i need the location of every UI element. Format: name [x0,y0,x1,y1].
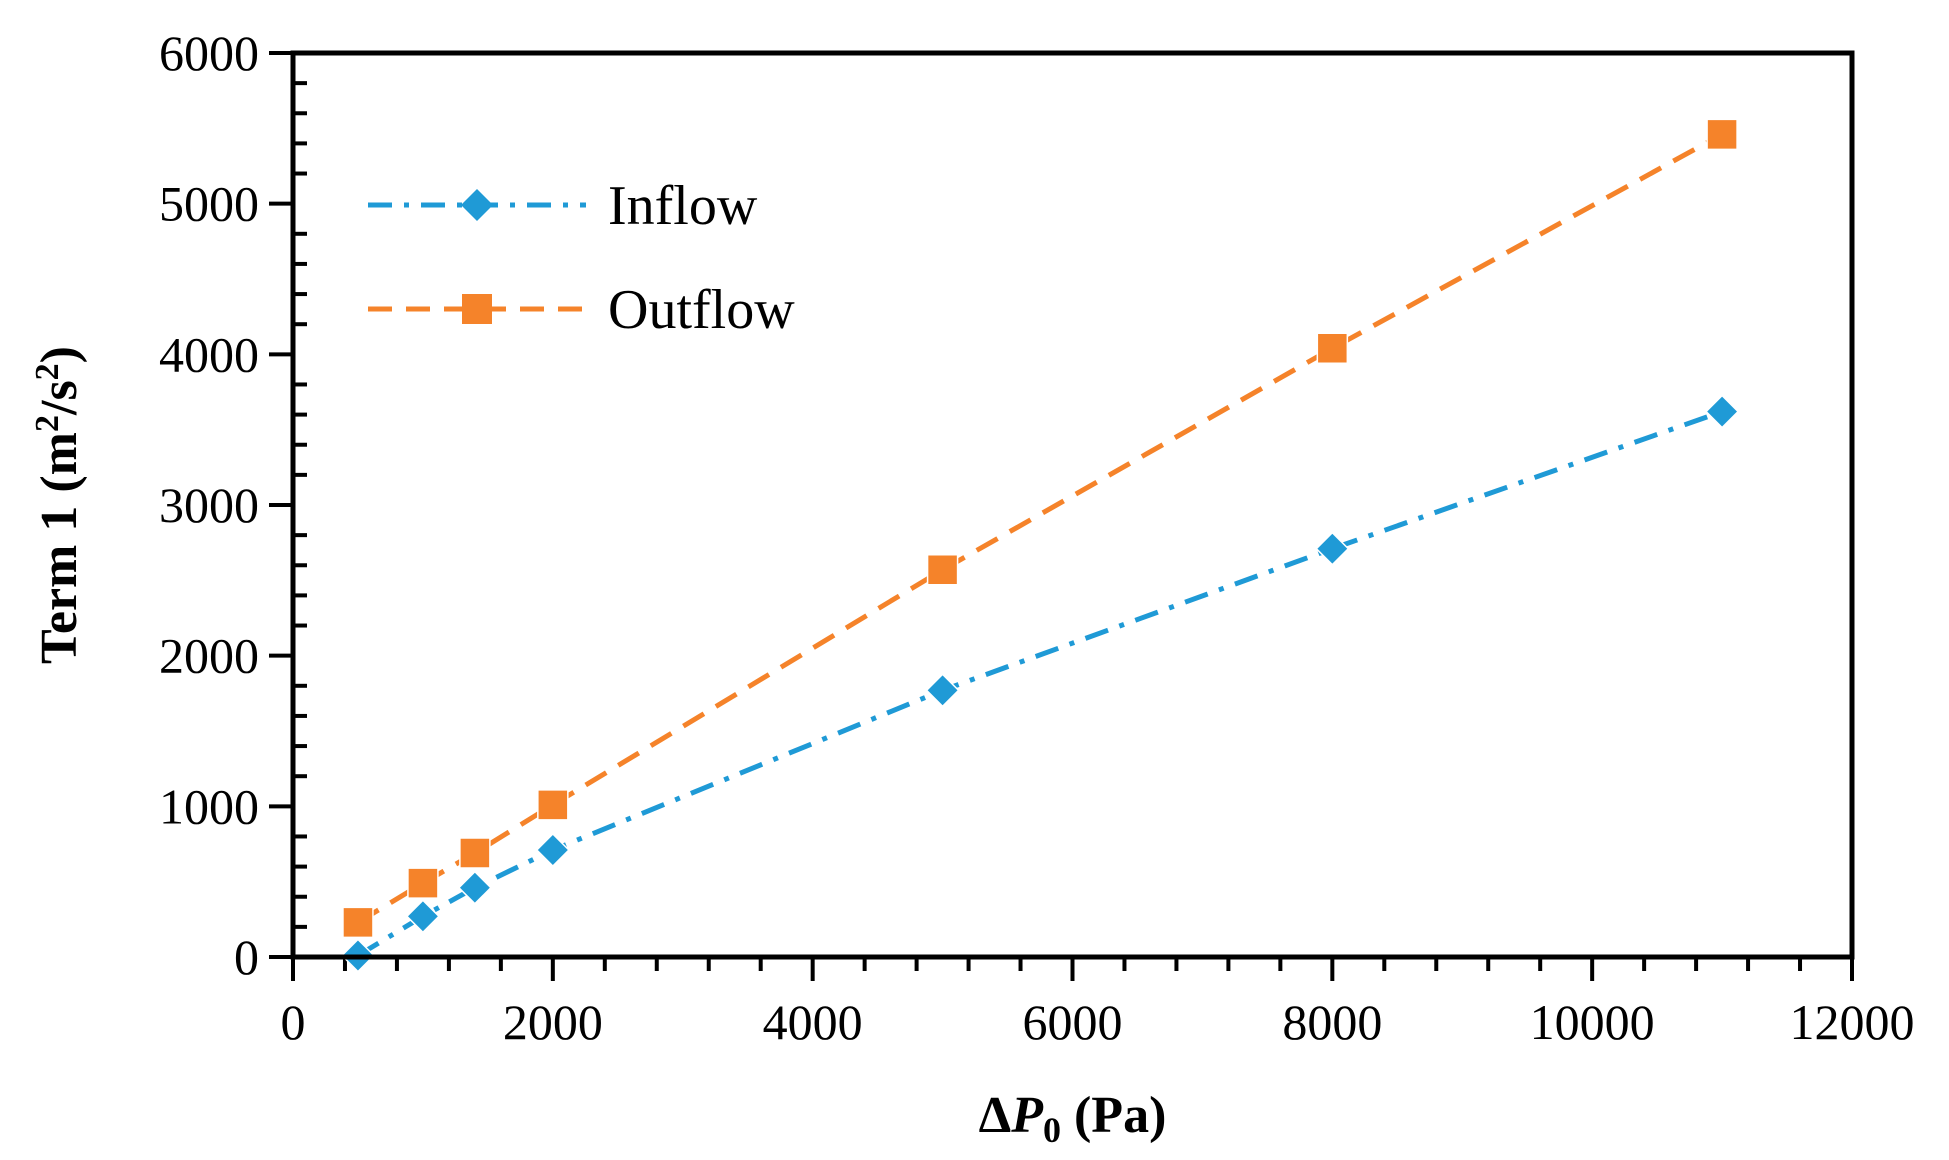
tick-labels-layer: 0 2000 4000 6000 8000 10000 12000 0 1000 2000 3000… [159,25,1915,1050]
y-tick-label: 2000 [159,628,259,684]
x-tick-label: 10000 [1530,994,1655,1050]
y-tick-label: 1000 [159,778,259,834]
y-axis-title-before: Term 1 (m [31,432,88,664]
data-point-outflow [1316,332,1349,365]
data-point-outflow [537,789,569,821]
data-point-outflow [1706,118,1738,151]
y-tick-label: 0 [234,929,259,985]
y-axis-title-mid: /s [31,380,88,416]
x-tick-label: 0 [281,994,306,1050]
x-tick-label: 8000 [1282,994,1382,1050]
legend-marker-outflow [462,294,492,324]
x-axis-title-var: P [1010,1087,1044,1144]
data-point-outflow [459,837,491,869]
data-point-inflow [405,899,440,934]
data-point-inflow [1315,531,1350,566]
data-point-inflow [925,673,960,708]
data-point-outflow [407,867,439,899]
data-point-inflow [535,832,570,868]
y-axis-title-sup1: 2 [29,415,66,432]
y-axis-title: Term 1 (m2/s2) [29,346,88,664]
y-tick-label: 3000 [159,477,259,533]
series-line-inflow [356,409,1723,958]
y-tick-label: 6000 [159,25,259,81]
y-tick-label: 4000 [159,326,259,382]
x-axis-title: ΔP0 (Pa) [979,1087,1167,1150]
legend-marker-inflow [461,189,493,221]
x-tick-label: 4000 [763,994,863,1050]
y-tick-label: 5000 [159,176,259,232]
legend: Inflow Outflow [368,175,795,341]
x-axis-title-delta: Δ [979,1087,1012,1144]
legend-label-outflow: Outflow [608,279,795,341]
x-tick-label: 2000 [503,994,603,1050]
data-point-inflow [457,870,492,905]
y-axis-title-after: ) [31,346,88,363]
plot-frame [290,50,1855,960]
legend-label-inflow: Inflow [608,175,758,237]
data-point-outflow [926,554,959,586]
legend-item-inflow: Inflow [368,175,758,237]
y-axis-title-sup2: 2 [29,363,66,380]
legend-item-outflow: Outflow [368,279,795,341]
data-point-inflow [1705,394,1740,429]
x-axis-title-unit: (Pa) [1061,1087,1166,1144]
x-tick-label: 12000 [1790,994,1915,1050]
x-axis-title-sub: 0 [1043,1110,1061,1150]
series-layer [340,118,1740,973]
data-point-outflow [342,906,374,939]
x-tick-label: 6000 [1023,994,1123,1050]
